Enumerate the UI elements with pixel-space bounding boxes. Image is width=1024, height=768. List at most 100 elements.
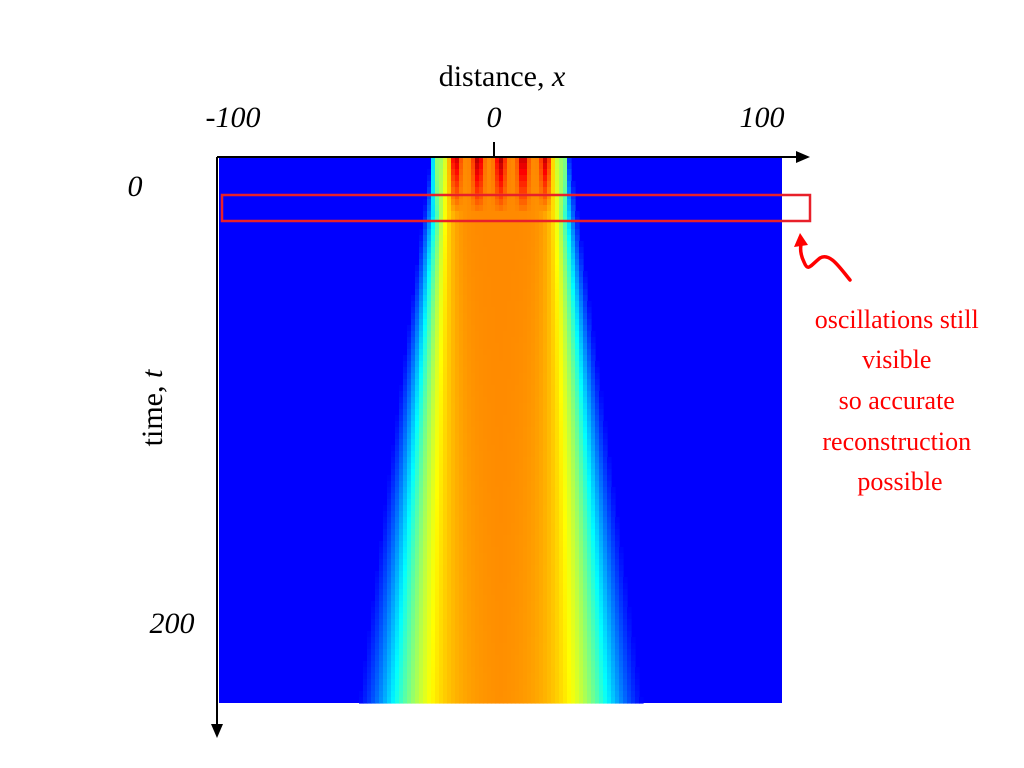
heatmap-cell: [499, 253, 504, 260]
heatmap-cell: [563, 517, 568, 524]
heatmap-cell: [555, 511, 560, 518]
heatmap-cell: [463, 205, 468, 212]
heatmap-cell: [447, 619, 452, 626]
heatmap-cell: [507, 181, 512, 188]
heatmap-cell: [607, 589, 612, 596]
heatmap-cell: [387, 475, 392, 482]
heatmap-cell: [459, 625, 464, 632]
heatmap-cell: [431, 325, 436, 332]
heatmap-cell: [527, 223, 532, 230]
heatmap-cell: [611, 583, 616, 590]
heatmap-cell: [447, 187, 452, 194]
heatmap-cell: [427, 271, 432, 278]
heatmap-cell: [403, 421, 408, 428]
heatmap-cell: [475, 427, 480, 434]
heatmap-cell: [499, 619, 504, 626]
heatmap-cell: [547, 445, 552, 452]
heatmap-cell: [555, 295, 560, 302]
heatmap-cell: [463, 571, 468, 578]
heatmap-cell: [579, 355, 584, 362]
heatmap-cell: [595, 529, 600, 536]
heatmap-cell: [539, 157, 544, 164]
heatmap-cell: [475, 253, 480, 260]
heatmap-cell: [595, 505, 600, 512]
heatmap-cell: [463, 517, 468, 524]
heatmap-cell: [431, 229, 436, 236]
heatmap-cell: [423, 265, 428, 272]
heatmap-cell: [563, 307, 568, 314]
heatmap-cell: [415, 427, 420, 434]
heatmap-cell: [411, 397, 416, 404]
heatmap-cell: [567, 421, 572, 428]
heatmap-cell: [567, 433, 572, 440]
heatmap-cell: [411, 295, 416, 302]
heatmap-cell: [551, 565, 556, 572]
heatmap-cell: [575, 535, 580, 542]
heatmap-cell: [471, 181, 476, 188]
heatmap-cell: [455, 319, 460, 326]
heatmap-cell: [407, 361, 412, 368]
heatmap-cell: [403, 403, 408, 410]
heatmap-cell: [419, 613, 424, 620]
heatmap-cell: [607, 619, 612, 626]
heatmap-cell: [375, 649, 380, 656]
heatmap-cell: [379, 685, 384, 692]
heatmap-cell: [427, 643, 432, 650]
heatmap-cell: [463, 373, 468, 380]
heatmap-cell: [379, 589, 384, 596]
heatmap-cell: [515, 457, 520, 464]
heatmap-cell: [499, 541, 504, 548]
heatmap-cell: [407, 559, 412, 566]
heatmap-cell: [403, 373, 408, 380]
heatmap-cell: [495, 631, 500, 638]
heatmap-cell: [459, 337, 464, 344]
heatmap-cell: [531, 277, 536, 284]
heatmap-cell: [567, 271, 572, 278]
heatmap-cell: [379, 559, 384, 566]
heatmap-cell: [443, 643, 448, 650]
heatmap-cell: [523, 301, 528, 308]
heatmap-cell: [571, 379, 576, 386]
heatmap-cell: [451, 409, 456, 416]
heatmap-cell: [483, 619, 488, 626]
heatmap-cell: [579, 271, 584, 278]
heatmap-cell: [519, 313, 524, 320]
heatmap-cell: [407, 403, 412, 410]
heatmap-cell: [475, 583, 480, 590]
heatmap-cell: [491, 313, 496, 320]
heatmap-cell: [439, 331, 444, 338]
heatmap-cell: [447, 511, 452, 518]
heatmap-cell: [543, 529, 548, 536]
heatmap-cell: [451, 631, 456, 638]
heatmap-cell: [443, 319, 448, 326]
heatmap-cell: [459, 379, 464, 386]
heatmap-cell: [431, 505, 436, 512]
heatmap-cell: [427, 433, 432, 440]
heatmap-cell: [487, 229, 492, 236]
heatmap-cell: [423, 553, 428, 560]
heatmap-cell: [439, 493, 444, 500]
heatmap-cell: [387, 535, 392, 542]
heatmap-cell: [539, 451, 544, 458]
heatmap-cell: [527, 655, 532, 662]
heatmap-cell: [395, 493, 400, 500]
heatmap-cell: [547, 349, 552, 356]
heatmap-cell: [599, 427, 604, 434]
heatmap-cell: [523, 163, 528, 170]
heatmap-cell: [591, 691, 596, 698]
heatmap-cell: [479, 367, 484, 374]
heatmap-cell: [567, 445, 572, 452]
heatmap-cell: [483, 199, 488, 206]
heatmap-cell: [431, 595, 436, 602]
heatmap-cell: [575, 673, 580, 680]
heatmap-cell: [527, 505, 532, 512]
heatmap-cell: [527, 571, 532, 578]
heatmap-cell: [463, 175, 468, 182]
heatmap-cell: [379, 631, 384, 638]
heatmap-cell: [519, 475, 524, 482]
heatmap-cell: [435, 481, 440, 488]
heatmap-cell: [415, 649, 420, 656]
heatmap-cell: [455, 451, 460, 458]
heatmap-cell: [423, 559, 428, 566]
heatmap-cell: [435, 601, 440, 608]
